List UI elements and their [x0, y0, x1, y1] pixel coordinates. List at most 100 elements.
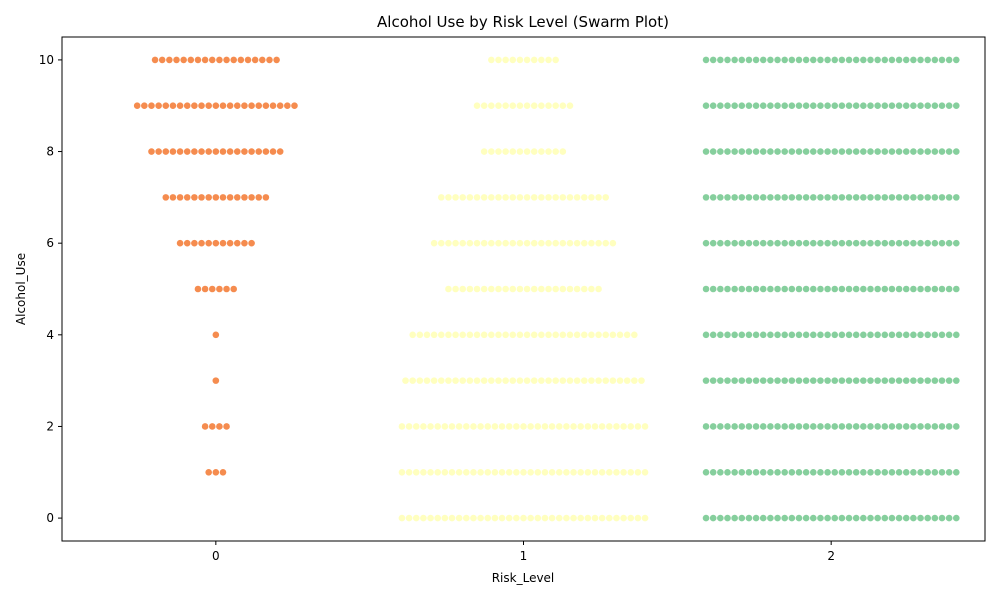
data-point — [759, 285, 767, 293]
data-point — [945, 148, 953, 155]
data-point — [516, 377, 524, 384]
data-point — [470, 514, 477, 522]
data-point — [620, 514, 627, 522]
data-point — [881, 285, 889, 293]
data-point — [584, 514, 592, 522]
data-point — [709, 239, 717, 247]
data-point — [745, 194, 753, 201]
data-point — [759, 194, 767, 201]
data-point — [852, 194, 860, 201]
data-point — [495, 194, 502, 201]
data-point — [724, 514, 731, 522]
data-point — [541, 514, 549, 522]
data-point — [831, 56, 839, 64]
data-point — [717, 468, 724, 476]
data-point — [845, 102, 853, 110]
data-point — [201, 423, 209, 430]
data-point — [938, 194, 946, 201]
data-point — [731, 331, 738, 339]
data-point — [427, 468, 434, 476]
data-point — [613, 468, 620, 476]
data-point — [219, 239, 227, 247]
data-point — [513, 514, 520, 522]
data-point — [788, 377, 796, 384]
data-point — [595, 239, 602, 247]
data-point — [724, 285, 731, 293]
data-point — [731, 194, 738, 201]
data-point — [566, 285, 574, 293]
data-point — [613, 514, 620, 522]
data-point — [523, 56, 531, 64]
data-point — [495, 102, 502, 110]
data-point — [516, 331, 524, 339]
data-point — [709, 423, 717, 430]
data-point — [809, 331, 817, 339]
data-point — [502, 194, 509, 201]
data-point — [502, 239, 509, 247]
data-point — [573, 194, 581, 201]
data-point — [702, 239, 710, 247]
data-point — [717, 56, 724, 64]
data-point — [480, 331, 488, 339]
data-point — [931, 468, 939, 476]
data-point — [538, 285, 545, 293]
data-point — [495, 285, 502, 293]
data-point — [774, 239, 781, 247]
data-point — [183, 194, 191, 201]
data-point — [448, 514, 456, 522]
data-point — [230, 56, 238, 64]
data-point — [591, 514, 599, 522]
data-point — [552, 148, 559, 155]
data-point — [509, 377, 517, 384]
data-point — [427, 423, 434, 430]
data-point — [530, 239, 538, 247]
data-point — [731, 285, 738, 293]
data-point — [895, 194, 903, 201]
data-point — [445, 331, 452, 339]
data-point — [480, 239, 488, 247]
data-point — [731, 148, 738, 155]
data-point — [538, 377, 545, 384]
data-point — [738, 285, 746, 293]
data-point — [888, 285, 896, 293]
data-point — [867, 194, 874, 201]
data-point — [952, 102, 960, 110]
data-point — [530, 331, 538, 339]
data-point — [809, 377, 817, 384]
data-point — [191, 239, 198, 247]
data-point — [226, 194, 234, 201]
data-point — [924, 148, 931, 155]
data-point — [577, 514, 584, 522]
data-point — [938, 377, 946, 384]
data-point — [802, 377, 810, 384]
data-point — [724, 331, 731, 339]
data-point — [938, 102, 946, 110]
data-point — [595, 331, 602, 339]
data-point — [717, 194, 724, 201]
data-point — [874, 377, 881, 384]
data-point — [595, 377, 602, 384]
data-point — [473, 285, 481, 293]
data-point — [158, 56, 166, 64]
data-point — [183, 102, 191, 110]
data-point — [573, 285, 581, 293]
y-axis-ticks: 0 2 4 6 8 10 — [39, 53, 62, 525]
data-point — [473, 331, 481, 339]
data-point — [838, 514, 846, 522]
data-point — [241, 239, 248, 247]
data-point — [809, 468, 817, 476]
data-point — [817, 194, 824, 201]
data-point — [931, 148, 939, 155]
data-point — [752, 102, 760, 110]
data-point — [795, 239, 803, 247]
data-point — [555, 468, 563, 476]
data-point — [434, 468, 442, 476]
data-point — [212, 331, 220, 339]
data-point — [731, 514, 738, 522]
data-point — [860, 148, 867, 155]
data-point — [881, 102, 889, 110]
data-point — [752, 56, 760, 64]
data-point — [781, 514, 788, 522]
data-point — [284, 102, 291, 110]
data-point — [430, 331, 438, 339]
